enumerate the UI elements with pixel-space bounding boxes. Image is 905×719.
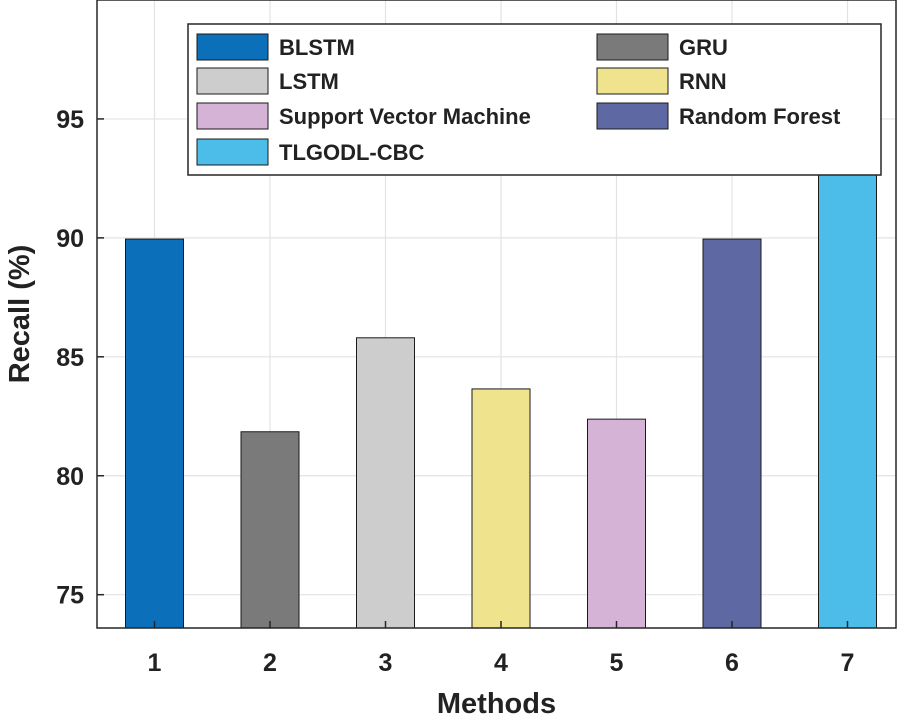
- legend-swatch: [596, 33, 669, 61]
- x-tick-label: 7: [841, 649, 855, 677]
- legend-label: Support Vector Machine: [279, 104, 531, 129]
- legend-swatch: [196, 67, 269, 95]
- bar-5: [587, 418, 646, 629]
- legend-label: TLGODL-CBC: [279, 140, 425, 165]
- legend-box: [187, 23, 882, 176]
- y-tick-label: 85: [56, 344, 84, 372]
- x-tick-label: 4: [494, 649, 508, 677]
- legend-swatch: [196, 102, 269, 130]
- legend-swatch: [196, 138, 269, 166]
- y-tick-label: 80: [56, 463, 84, 491]
- x-tick-label: 6: [725, 649, 739, 677]
- legend-label: GRU: [679, 35, 728, 60]
- x-axis-title: Methods: [437, 688, 556, 719]
- bar-3: [356, 337, 415, 629]
- legend-swatch: [596, 102, 669, 130]
- x-tick-label: 1: [148, 649, 162, 677]
- x-tick-label: 5: [610, 649, 624, 677]
- bar-6: [702, 238, 762, 629]
- legend-swatch: [196, 33, 269, 61]
- y-axis-title: Recall (%): [4, 245, 36, 384]
- bar-1: [125, 238, 184, 629]
- x-tick-label: 2: [263, 649, 277, 677]
- y-tick-label: 75: [56, 582, 84, 610]
- bar-7: [818, 174, 877, 629]
- legend-label: RNN: [679, 69, 727, 94]
- plot-frame: [96, 0, 897, 629]
- legend: BLSTM GRU LSTM RNN Support Vector Machine Ran…: [187, 23, 882, 176]
- y-tick-label: 95: [56, 106, 84, 134]
- x-tick-label: 3: [379, 649, 393, 677]
- bars: [125, 174, 877, 629]
- axis-ticks: 75 80 85 90 95 1 2 3 4 5 6 7: [56, 106, 854, 677]
- legend-label: BLSTM: [279, 35, 355, 60]
- bar-4: [471, 388, 531, 629]
- y-tick-label: 90: [56, 225, 84, 253]
- legend-label: Random Forest: [679, 104, 841, 129]
- bar-2: [240, 431, 300, 629]
- legend-swatch: [596, 67, 669, 95]
- legend-label: LSTM: [279, 69, 339, 94]
